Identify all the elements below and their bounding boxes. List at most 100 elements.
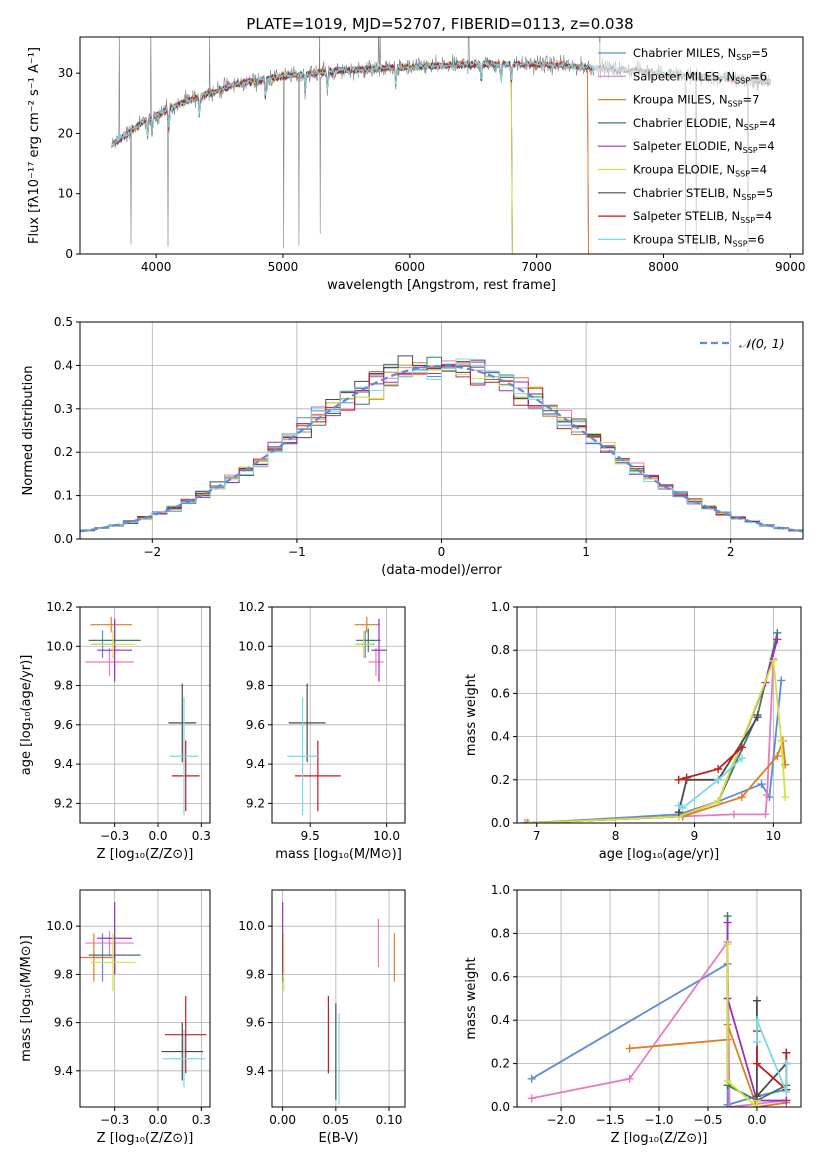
plots-layer: 4000 5000 6000 7000 8000 90000102030wavelengt… bbox=[19, 36, 806, 1146]
y-tick-label: 0.1 bbox=[54, 489, 73, 503]
axes-frame bbox=[79, 889, 211, 1108]
weight-marker bbox=[520, 819, 529, 823]
axes-frame bbox=[516, 606, 802, 824]
plot-area bbox=[85, 616, 200, 816]
legend-label: Salpeter ELODIE, NSSP=4 bbox=[633, 139, 775, 155]
weight-marker bbox=[527, 1094, 536, 1103]
weight-marker bbox=[782, 1059, 791, 1068]
x-tick-label: −1 bbox=[288, 545, 306, 559]
weight-marker bbox=[773, 752, 782, 761]
y-axis-label: mass weight bbox=[464, 674, 479, 756]
y-tick-label: 10.2 bbox=[46, 600, 73, 614]
y-tick-label: 0.4 bbox=[54, 358, 73, 372]
x-tick-label: 0.05 bbox=[322, 1113, 349, 1127]
x-axis-label: Z [log₁₀(Z/Z⊙)] bbox=[97, 847, 194, 862]
legend-label: Kroupa MILES, NSSP=7 bbox=[633, 93, 759, 109]
y-tick-label: 0.0 bbox=[491, 1100, 510, 1114]
weight-line bbox=[678, 746, 743, 781]
weight-line bbox=[677, 716, 759, 813]
legend-label: 𝒩(0, 1) bbox=[739, 336, 785, 351]
y-tick-label: 9.4 bbox=[246, 757, 265, 771]
errorbar-point bbox=[368, 648, 384, 676]
weight-marker bbox=[737, 743, 746, 752]
y-tick-label: 9.6 bbox=[54, 1016, 73, 1030]
weight-marker bbox=[777, 736, 786, 745]
y-tick-label: 0.3 bbox=[54, 402, 73, 416]
y-tick-label: 1.0 bbox=[491, 883, 510, 897]
axes-frame bbox=[79, 36, 804, 255]
y-tick-label: 20 bbox=[58, 126, 73, 140]
weight-marker bbox=[782, 1087, 791, 1096]
y-tick-label: 9.8 bbox=[246, 679, 265, 693]
x-tick-label: 9000 bbox=[775, 260, 806, 274]
x-axis-label: wavelength [Angstrom, rest frame] bbox=[327, 278, 556, 293]
weight-marker bbox=[674, 775, 683, 784]
x-axis-label: E(B-V) bbox=[318, 1131, 358, 1146]
x-tick-label: 8 bbox=[612, 829, 620, 843]
weight-marker bbox=[752, 1016, 761, 1025]
weight-marker bbox=[527, 1074, 536, 1083]
axes-mass_vs_ebv: 0.00 0.05 0.10 9.4 9.6 9.8 10.0 E(B-V) bbox=[238, 889, 406, 1146]
y-axis-label: mass weight bbox=[464, 957, 479, 1039]
errorbar-point bbox=[287, 697, 318, 816]
legend-label: Kroupa STELIB, NSSP=6 bbox=[633, 232, 764, 248]
legend-label: Kroupa ELODIE, NSSP=4 bbox=[633, 163, 767, 179]
y-tick-label: 9.6 bbox=[54, 718, 73, 732]
x-tick-label: 5000 bbox=[268, 260, 299, 274]
legend-label: Chabrier STELIB, NSSP=5 bbox=[633, 186, 773, 202]
x-tick-label: 6000 bbox=[395, 260, 426, 274]
x-tick-label: −1.5 bbox=[595, 1113, 624, 1127]
weight-marker bbox=[761, 810, 770, 819]
plot-area bbox=[287, 616, 387, 816]
plot-area bbox=[520, 628, 790, 823]
y-tick-label: 0 bbox=[65, 247, 73, 261]
plot-area bbox=[80, 902, 207, 1088]
weight-marker bbox=[725, 1103, 734, 1107]
errorbar-point bbox=[90, 616, 132, 633]
weight-marker bbox=[753, 713, 762, 722]
x-tick-label: 4000 bbox=[141, 260, 172, 274]
weight-marker bbox=[678, 803, 687, 812]
x-tick-label: −2.0 bbox=[546, 1113, 575, 1127]
y-tick-label: 0.0 bbox=[491, 816, 510, 830]
y-tick-label: 0.4 bbox=[491, 730, 510, 744]
y-axis-label: age [log₁₀(age/yr)] bbox=[19, 655, 34, 776]
plot-area bbox=[80, 355, 803, 534]
weight-marker bbox=[625, 1044, 634, 1053]
x-tick-label: 0.3 bbox=[192, 1113, 211, 1127]
weight-marker bbox=[752, 996, 761, 1005]
x-tick-label: −2 bbox=[143, 545, 161, 559]
x-tick-label: 9.5 bbox=[301, 829, 320, 843]
weight-marker bbox=[763, 790, 772, 799]
axes-frame bbox=[271, 889, 406, 1108]
weight-marker bbox=[714, 775, 723, 784]
x-axis-label: mass [log₁₀(M/M⊙)] bbox=[275, 847, 402, 862]
x-tick-label: 7000 bbox=[521, 260, 552, 274]
y-tick-label: 9.6 bbox=[246, 1016, 265, 1030]
y-tick-label: 9.8 bbox=[54, 967, 73, 981]
x-axis-label: Z [log₁₀(Z/Z⊙)] bbox=[611, 1131, 708, 1146]
axes-mass_vs_Z: −0.3 0.0 0.3 9.4 9.6 9.8 10.0 Z [log₁₀(Z/Z⊙)] ma… bbox=[19, 889, 211, 1146]
y-tick-label: 0.4 bbox=[491, 1013, 510, 1027]
x-tick-label: −0.5 bbox=[693, 1113, 722, 1127]
weight-marker bbox=[752, 1037, 761, 1046]
errorbar-point bbox=[354, 630, 373, 659]
weight-marker bbox=[777, 676, 786, 685]
weight-marker bbox=[752, 1059, 761, 1068]
normal-curve bbox=[80, 364, 803, 533]
x-tick-label: 0.00 bbox=[269, 1113, 296, 1127]
errorbar-point bbox=[97, 618, 132, 682]
y-tick-label: 9.8 bbox=[246, 967, 265, 981]
weight-marker bbox=[723, 918, 732, 927]
weight-marker bbox=[782, 1096, 791, 1105]
plot-area bbox=[527, 912, 791, 1107]
weight-marker bbox=[524, 819, 533, 823]
weight-marker bbox=[757, 780, 766, 789]
y-tick-label: 0.5 bbox=[54, 315, 73, 329]
legend-label: Chabrier ELODIE, NSSP=4 bbox=[633, 116, 776, 132]
errorbar-point bbox=[90, 630, 136, 659]
x-tick-label: 1 bbox=[582, 545, 590, 559]
errorbar-point bbox=[371, 618, 387, 682]
y-tick-label: 0.6 bbox=[491, 686, 510, 700]
weight-line bbox=[678, 757, 743, 809]
